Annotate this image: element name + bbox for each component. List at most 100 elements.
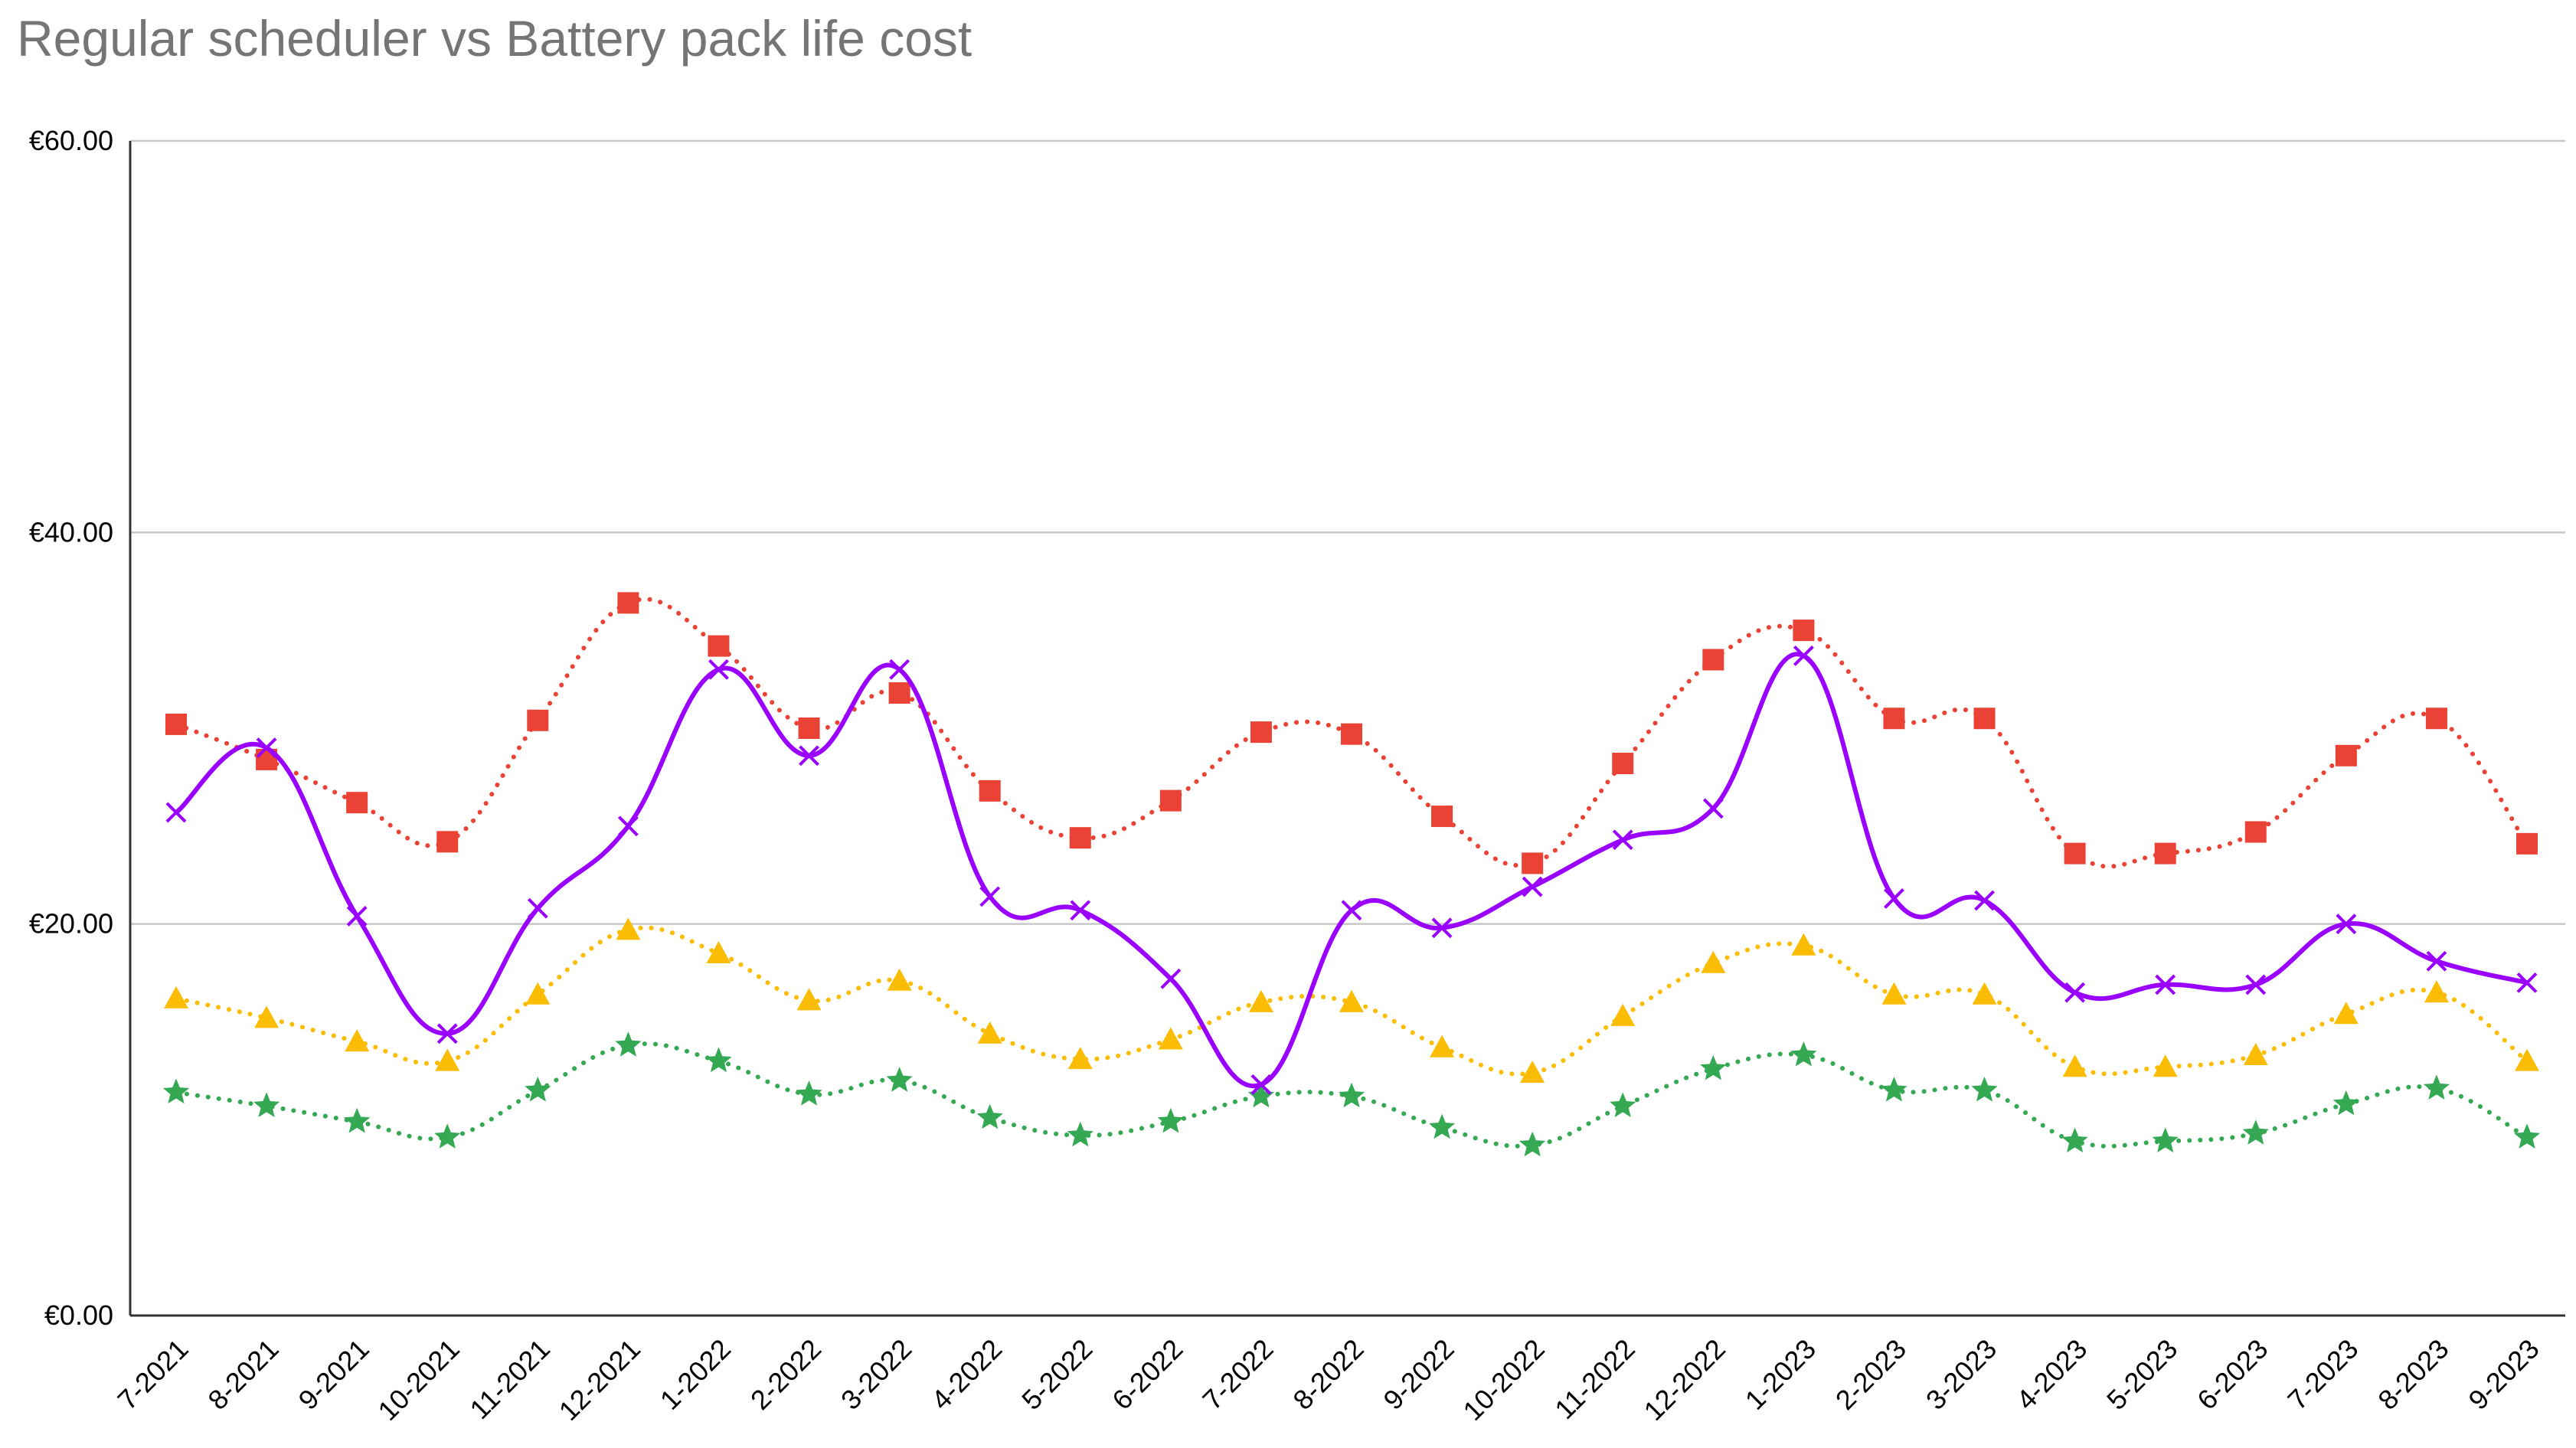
data-point-square [1883, 708, 1905, 730]
data-point-triangle [706, 941, 731, 964]
data-point-star [2513, 1123, 2541, 1149]
data-point-star [976, 1103, 1003, 1129]
x-tick-label: 2-2023 [1829, 1333, 1912, 1416]
data-point-triangle [2153, 1054, 2178, 1077]
data-point-star [344, 1107, 371, 1133]
data-point-x [2064, 982, 2086, 1003]
series-line [174, 597, 2529, 869]
data-point-star [796, 1080, 822, 1106]
data-point-x [436, 1023, 458, 1044]
x-tick-label: 11-2021 [463, 1333, 556, 1426]
x-tick-label: 8-2023 [2372, 1333, 2454, 1416]
x-tick-label: 8-2022 [1286, 1333, 1369, 1416]
data-point-x [1250, 1074, 1272, 1095]
gridlines [130, 139, 2565, 925]
data-point-star [162, 1078, 190, 1104]
data-point-triangle [1067, 1047, 1093, 1070]
data-point-triangle [1791, 933, 1816, 956]
data-point-x [1160, 968, 1182, 989]
data-point-square [708, 635, 730, 657]
data-point-triangle [1972, 982, 1997, 1005]
x-tick-label: 9-2022 [1377, 1333, 1460, 1416]
data-point-star [1790, 1041, 1817, 1067]
series-2 [165, 645, 2538, 1095]
data-point-square [1069, 827, 1091, 849]
data-point-star [1067, 1121, 1093, 1147]
data-point-square [2425, 708, 2447, 730]
x-tick-label: 3-2023 [1920, 1333, 2002, 1416]
x-tick-label: 1-2023 [1739, 1333, 1822, 1416]
data-point-star [886, 1067, 913, 1092]
data-point-triangle [435, 1048, 460, 1071]
data-point-x [979, 886, 1001, 907]
data-point-square [1793, 619, 1815, 642]
data-point-square [2335, 744, 2357, 766]
data-point-triangle [2515, 1048, 2539, 1071]
data-point-star [1157, 1107, 1184, 1133]
data-point-star [1429, 1113, 1456, 1139]
data-point-square [2064, 842, 2086, 865]
x-tick-label: 10-2021 [371, 1333, 465, 1427]
data-point-x [799, 745, 819, 766]
data-point-x [708, 659, 729, 680]
data-point-x [165, 802, 187, 823]
data-point-square [1702, 649, 1724, 671]
data-point-square [165, 713, 187, 735]
axes [129, 141, 2565, 1317]
data-point-square [346, 792, 368, 814]
data-point-x [2155, 974, 2176, 995]
data-point-triangle [2333, 1002, 2359, 1025]
data-point-square [2154, 842, 2176, 865]
data-point-triangle [977, 1021, 1002, 1044]
data-point-triangle [1430, 1035, 1455, 1057]
data-point-star [253, 1092, 280, 1117]
x-tick-label: 8-2021 [201, 1333, 284, 1416]
data-point-square [436, 831, 459, 853]
data-point-triangle [1701, 950, 1726, 973]
data-point-triangle [2424, 980, 2449, 1003]
data-point-triangle [345, 1029, 370, 1052]
data-point-star [1247, 1082, 1274, 1108]
data-point-square [798, 717, 820, 739]
data-point-x [256, 737, 277, 758]
data-point-star [705, 1047, 732, 1073]
data-point-x [1702, 798, 1724, 819]
data-point-star [2423, 1074, 2450, 1100]
data-point-x [1522, 876, 1543, 897]
data-point-triangle [525, 982, 551, 1005]
data-point-square [1522, 852, 1544, 874]
data-point-square [527, 709, 549, 731]
data-point-star [1971, 1077, 1998, 1102]
data-point-star [1338, 1082, 1365, 1108]
data-point-triangle [2243, 1042, 2268, 1065]
x-tick-label: 1-2022 [654, 1333, 737, 1416]
data-point-triangle [796, 988, 822, 1011]
x-tick-label: 10-2022 [1456, 1333, 1550, 1427]
data-point-triangle [1881, 982, 1907, 1005]
y-tick-label: €0.00 [44, 1299, 113, 1331]
series-line [174, 1041, 2529, 1149]
y-tick-label: €20.00 [29, 908, 113, 940]
data-point-square [1341, 723, 1362, 745]
chart-title: Regular scheduler vs Battery pack life c… [17, 10, 973, 67]
data-point-star [1700, 1054, 1727, 1080]
x-tick-label: 12-2021 [553, 1333, 646, 1427]
y-tick-labels: €0.00 €20.00 €40.00 €60.00 [29, 125, 113, 1331]
x-tick-label: 4-2022 [925, 1333, 1008, 1416]
data-point-x [2516, 972, 2538, 993]
data-point-x [1070, 900, 1091, 921]
x-tick-label: 11-2022 [1548, 1333, 1641, 1426]
series-group [162, 592, 2541, 1157]
series-4 [162, 1031, 2541, 1157]
y-tick-label: €60.00 [29, 125, 113, 156]
data-point-square [1431, 806, 1453, 828]
series-line [174, 652, 2529, 1089]
data-point-square [2516, 832, 2538, 855]
x-tick-label: 7-2023 [2281, 1333, 2364, 1416]
x-tick-label: 3-2022 [835, 1333, 917, 1416]
data-point-triangle [1610, 1003, 1636, 1026]
data-point-square [1159, 789, 1182, 812]
data-point-square [1612, 753, 1634, 775]
x-tick-label: 4-2023 [2010, 1333, 2093, 1416]
